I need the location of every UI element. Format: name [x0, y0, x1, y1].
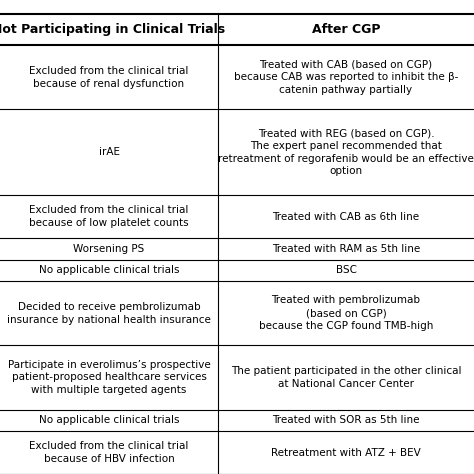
Text: Participate in everolimus’s prospective
patient-proposed healthcare services
wit: Participate in everolimus’s prospective …: [8, 360, 210, 395]
Text: Excluded from the clinical trial
because of low platelet counts: Excluded from the clinical trial because…: [29, 205, 189, 228]
Text: Treated with CAB (based on CGP)
because CAB was reported to inhibit the β-
caten: Treated with CAB (based on CGP) because …: [234, 59, 458, 95]
Text: The patient participated in the other clinical
at National Cancer Center: The patient participated in the other cl…: [231, 366, 461, 389]
Text: Treated with SOR as 5th line: Treated with SOR as 5th line: [272, 415, 420, 425]
Text: Treated with CAB as 6th line: Treated with CAB as 6th line: [273, 211, 419, 222]
Text: No applicable clinical trials: No applicable clinical trials: [39, 415, 179, 425]
Text: No applicable clinical trials: No applicable clinical trials: [39, 265, 179, 275]
Text: Decided to receive pembrolizumab
insurance by national health insurance: Decided to receive pembrolizumab insuran…: [7, 302, 211, 325]
Text: After CGP: After CGP: [312, 23, 380, 36]
Text: Worsening PS: Worsening PS: [73, 244, 145, 254]
Text: Treated with REG (based on CGP).
The expert panel recommended that
retreatment o: Treated with REG (based on CGP). The exp…: [218, 128, 474, 176]
Text: Not Participating in Clinical Trials: Not Participating in Clinical Trials: [0, 23, 226, 36]
Text: Excluded from the clinical trial
because of renal dysfunction: Excluded from the clinical trial because…: [29, 66, 189, 89]
Text: Excluded from the clinical trial
because of HBV infection: Excluded from the clinical trial because…: [29, 441, 189, 464]
Text: irAE: irAE: [99, 147, 119, 157]
Text: Treated with pembrolizumab
(based on CGP)
because the CGP found TMB-high: Treated with pembrolizumab (based on CGP…: [259, 295, 433, 331]
Text: Treated with RAM as 5th line: Treated with RAM as 5th line: [272, 244, 420, 254]
Text: BSC: BSC: [336, 265, 356, 275]
Text: Retreatment with ATZ + BEV: Retreatment with ATZ + BEV: [271, 447, 421, 457]
